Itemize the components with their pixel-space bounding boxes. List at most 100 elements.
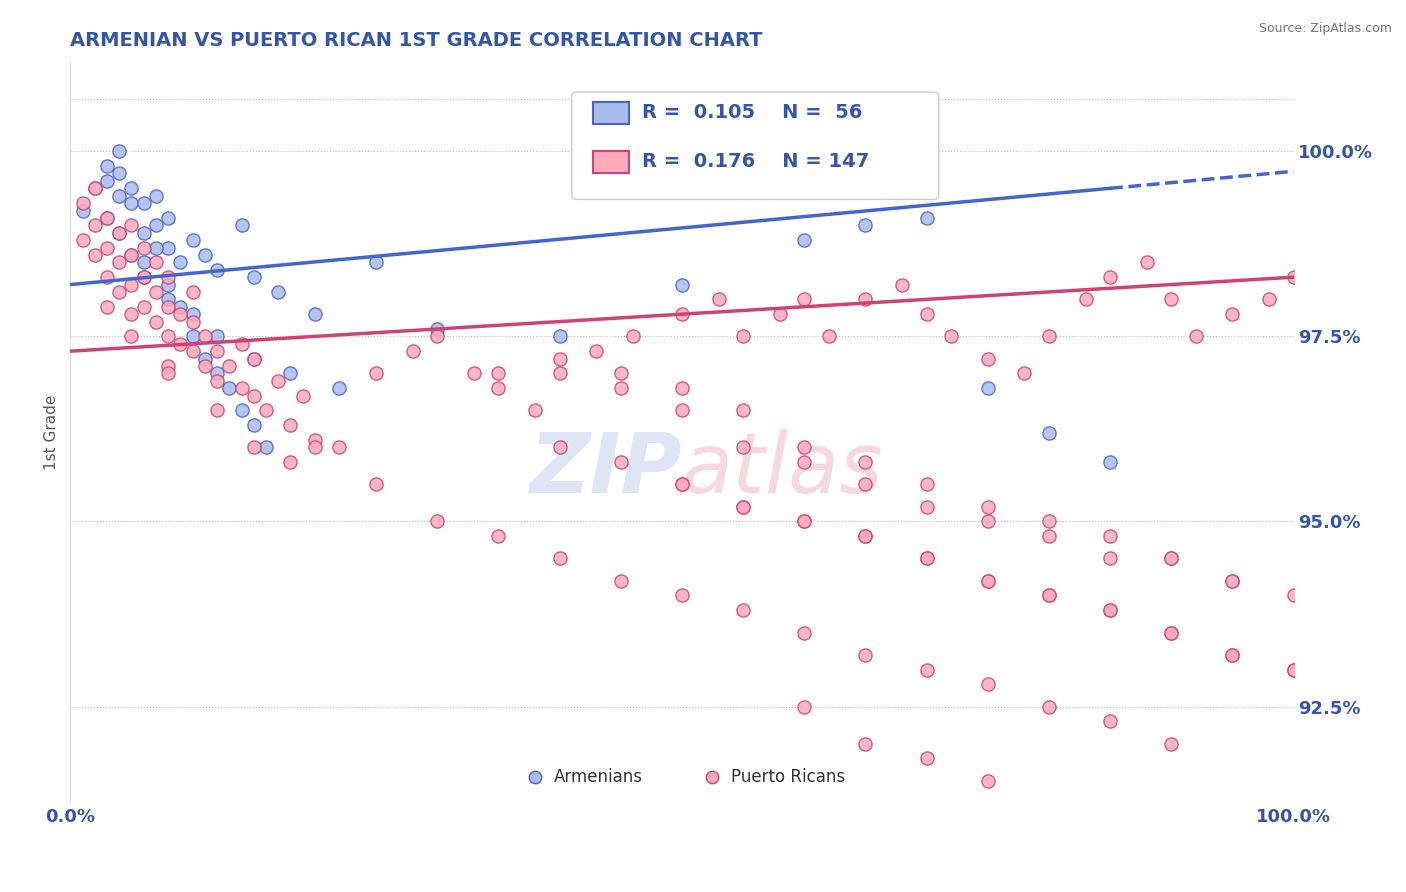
Text: ARMENIAN VS PUERTO RICAN 1ST GRADE CORRELATION CHART: ARMENIAN VS PUERTO RICAN 1ST GRADE CORRE… xyxy=(70,30,763,50)
Point xyxy=(1074,293,1097,307)
Point xyxy=(1038,425,1060,440)
Point xyxy=(157,211,180,225)
Point xyxy=(157,329,180,343)
Point xyxy=(132,300,155,314)
FancyBboxPatch shape xyxy=(592,102,630,124)
Point xyxy=(254,441,277,455)
Point xyxy=(243,351,266,366)
Point xyxy=(976,677,998,691)
Point xyxy=(132,226,155,240)
Point xyxy=(548,551,571,566)
Point xyxy=(1038,589,1060,603)
Point xyxy=(108,226,131,240)
Point xyxy=(121,196,143,211)
Point xyxy=(194,359,217,373)
Point xyxy=(524,403,547,417)
Point xyxy=(280,418,302,433)
Point xyxy=(157,270,180,285)
Point xyxy=(915,751,938,765)
Point xyxy=(817,329,839,343)
Point xyxy=(108,226,131,240)
Point xyxy=(939,329,962,343)
Text: R =  0.176    N = 147: R = 0.176 N = 147 xyxy=(641,153,869,171)
Point xyxy=(132,270,155,285)
Point xyxy=(855,737,877,751)
Point xyxy=(1220,648,1243,662)
Point xyxy=(108,188,131,202)
Point xyxy=(976,574,998,588)
Point xyxy=(169,300,191,314)
Point xyxy=(132,255,155,269)
Point xyxy=(96,270,118,285)
Point xyxy=(121,277,143,292)
Text: R =  0.105    N =  56: R = 0.105 N = 56 xyxy=(641,103,862,121)
Point xyxy=(1160,737,1182,751)
Point xyxy=(1099,603,1122,617)
Point xyxy=(243,389,266,403)
Point xyxy=(1099,551,1122,566)
Text: ZIP: ZIP xyxy=(529,429,682,510)
Point xyxy=(402,344,425,359)
Point xyxy=(132,270,155,285)
Point xyxy=(96,159,118,173)
Point xyxy=(96,211,118,225)
Point xyxy=(194,248,217,262)
Point xyxy=(671,307,693,321)
Point xyxy=(366,255,388,269)
Point xyxy=(157,359,180,373)
Point xyxy=(1282,663,1305,677)
Point xyxy=(976,773,998,788)
Point xyxy=(145,285,167,299)
Point xyxy=(793,515,815,529)
Point xyxy=(915,477,938,491)
Point xyxy=(1038,589,1060,603)
Point xyxy=(793,441,815,455)
Point xyxy=(181,315,204,329)
FancyBboxPatch shape xyxy=(572,92,939,200)
Point xyxy=(1038,515,1060,529)
Point xyxy=(169,336,191,351)
Point xyxy=(855,219,877,233)
Point xyxy=(108,255,131,269)
Point xyxy=(733,403,755,417)
Point xyxy=(194,351,217,366)
Point xyxy=(855,455,877,469)
Point xyxy=(83,248,105,262)
Point xyxy=(181,307,204,321)
Point xyxy=(194,329,217,343)
Point xyxy=(145,188,167,202)
Point xyxy=(1160,551,1182,566)
Point xyxy=(855,648,877,662)
Point xyxy=(121,219,143,233)
Point xyxy=(231,219,253,233)
Point xyxy=(121,248,143,262)
Point xyxy=(426,329,449,343)
Point xyxy=(145,255,167,269)
Point xyxy=(915,551,938,566)
Point xyxy=(121,248,143,262)
Point xyxy=(366,477,388,491)
Text: atlas: atlas xyxy=(682,429,883,510)
Point xyxy=(169,255,191,269)
Point xyxy=(205,367,228,381)
Point xyxy=(793,233,815,247)
Point xyxy=(304,441,326,455)
Point xyxy=(96,300,118,314)
Point xyxy=(793,293,815,307)
Point xyxy=(1220,307,1243,321)
Point xyxy=(328,381,350,395)
Point xyxy=(181,329,204,343)
Text: Source: ZipAtlas.com: Source: ZipAtlas.com xyxy=(1258,22,1392,36)
Point xyxy=(291,389,314,403)
Point xyxy=(366,367,388,381)
Point xyxy=(488,529,510,543)
Point xyxy=(733,500,755,514)
Point xyxy=(243,441,266,455)
Point xyxy=(426,322,449,336)
Point xyxy=(621,329,644,343)
Text: Armenians: Armenians xyxy=(554,768,643,786)
Point xyxy=(915,663,938,677)
Point xyxy=(304,433,326,447)
Point xyxy=(610,381,633,395)
Point xyxy=(132,241,155,255)
